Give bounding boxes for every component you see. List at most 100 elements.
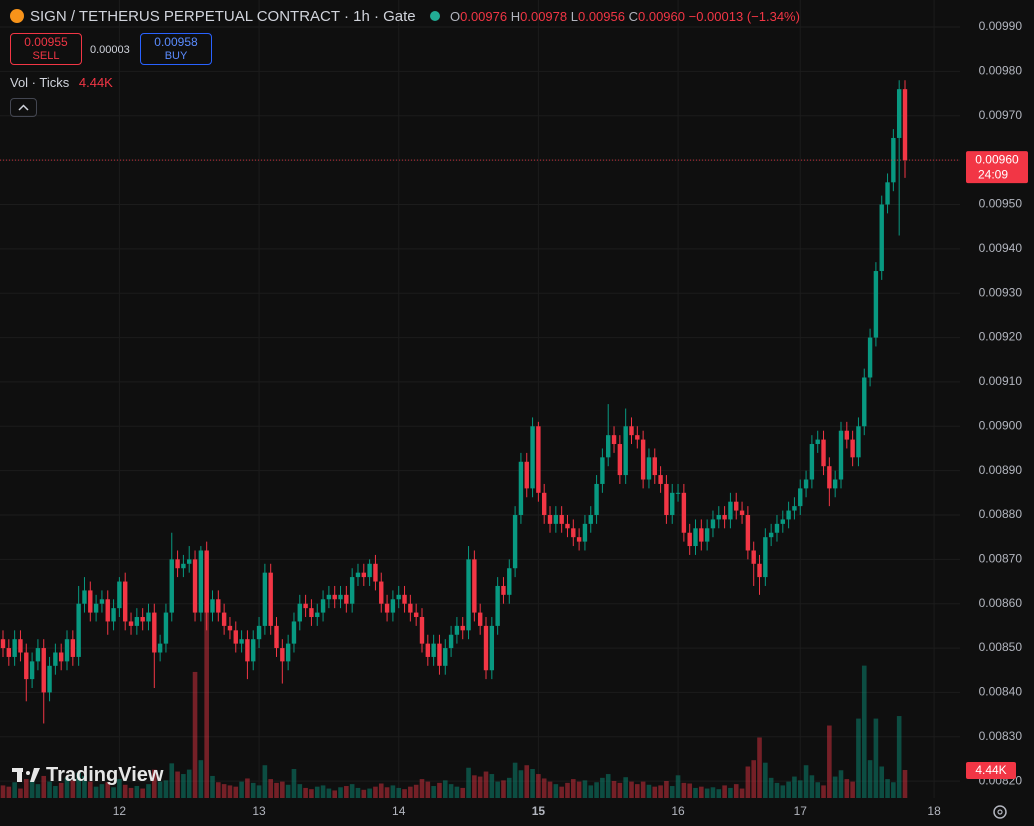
candle-body — [757, 563, 762, 578]
volume-legend: Vol · Ticks 4.44K — [10, 75, 113, 90]
spread: 0.00003 — [90, 44, 130, 56]
candle-body — [617, 444, 623, 476]
candle-body — [169, 559, 174, 613]
candle-body — [867, 337, 873, 378]
candle-body — [489, 625, 495, 671]
candle-body — [402, 594, 407, 604]
volume-bar — [425, 781, 431, 798]
volume-bar — [280, 781, 285, 798]
candle-body — [349, 577, 355, 604]
volume-bar — [716, 789, 722, 798]
volume-bar — [192, 671, 198, 798]
volume-bar — [122, 784, 128, 798]
settings-hub — [997, 809, 1003, 815]
candle-body — [815, 439, 820, 445]
volume-bar — [611, 780, 617, 798]
x-tick-label: 15 — [532, 804, 546, 818]
volume-bar — [442, 780, 448, 798]
volume-bar — [850, 781, 855, 798]
candle-body — [704, 528, 710, 542]
volume-bar — [629, 781, 634, 798]
volume-bar — [856, 718, 861, 798]
chevron-icon — [18, 104, 29, 111]
volume-bar — [541, 778, 547, 798]
candle-body — [879, 204, 884, 272]
x-tick-label: 14 — [392, 804, 406, 818]
candle-body — [88, 590, 93, 613]
candle-body — [652, 457, 657, 476]
candle-body — [501, 585, 506, 595]
volume-bar — [472, 775, 477, 798]
candle-body — [431, 643, 436, 657]
candle-body — [338, 594, 343, 600]
last-price-label: 0.00960 — [975, 152, 1019, 166]
volume-bar — [291, 769, 297, 798]
volume-bar — [332, 790, 338, 798]
volume-bar — [262, 765, 268, 798]
volume-bar — [594, 782, 599, 798]
volume-bar — [774, 782, 780, 798]
volume-bar — [355, 787, 361, 798]
candle-body — [99, 599, 105, 604]
candle-body — [76, 603, 81, 657]
candle-body — [262, 572, 268, 626]
candle-body — [664, 483, 669, 515]
candle-body — [728, 501, 733, 520]
volume-bar — [501, 780, 506, 798]
volume-bar — [227, 785, 233, 798]
candle-body — [291, 621, 297, 644]
volume-bar — [239, 781, 244, 798]
candle-body — [24, 652, 29, 680]
volume-bar — [204, 590, 209, 798]
candle-body — [838, 430, 844, 480]
candle-body — [6, 648, 12, 657]
sell-button[interactable]: 0.00955 SELL — [10, 33, 82, 65]
candle-body — [693, 528, 698, 547]
countdown: 24:09 — [978, 167, 1008, 181]
volume-bar — [23, 779, 29, 798]
volume-bar — [437, 782, 442, 798]
volume-bar — [699, 786, 704, 798]
candle-body — [123, 581, 128, 622]
volume-bar — [832, 776, 838, 798]
y-tick-label: 0.00900 — [979, 418, 1023, 432]
candle-body — [576, 537, 582, 542]
buy-button[interactable]: 0.00958 BUY — [140, 33, 212, 65]
candle-body — [134, 617, 140, 626]
candle-body — [58, 652, 64, 662]
volume-bar — [35, 784, 41, 798]
volume-bar — [728, 787, 733, 798]
volume-bar — [600, 777, 605, 798]
candle-body — [227, 625, 233, 631]
candle-body — [774, 523, 780, 533]
volume-bar — [384, 787, 390, 798]
candle-body — [518, 461, 524, 515]
volume-bar — [175, 771, 180, 798]
volume-bar — [675, 775, 681, 798]
header: SIGN / TETHERUS PERPETUAL CONTRACT · 1h … — [10, 8, 800, 25]
candle-body — [344, 594, 349, 604]
candle-body — [681, 492, 687, 533]
volume-bar — [792, 776, 797, 798]
candle-body — [646, 457, 652, 480]
volume-bar — [169, 763, 175, 798]
volume-bar — [891, 782, 896, 798]
candle-body — [175, 559, 180, 569]
volume-bar — [6, 786, 12, 798]
volume-bar — [396, 787, 402, 798]
collapse-button[interactable] — [10, 98, 37, 117]
candle-body — [466, 559, 471, 631]
y-tick-label: 0.00870 — [979, 552, 1023, 566]
volume-bar — [640, 781, 646, 798]
candle-body — [768, 532, 774, 538]
candle-body — [256, 625, 262, 640]
volume-bar — [70, 780, 76, 798]
candle-body — [524, 461, 529, 489]
volume-bar — [745, 766, 751, 798]
volume-bar — [320, 785, 326, 798]
volume-bar — [646, 784, 652, 798]
volume-bar — [704, 788, 710, 798]
candle-body — [285, 643, 291, 662]
candle-body — [320, 599, 326, 613]
